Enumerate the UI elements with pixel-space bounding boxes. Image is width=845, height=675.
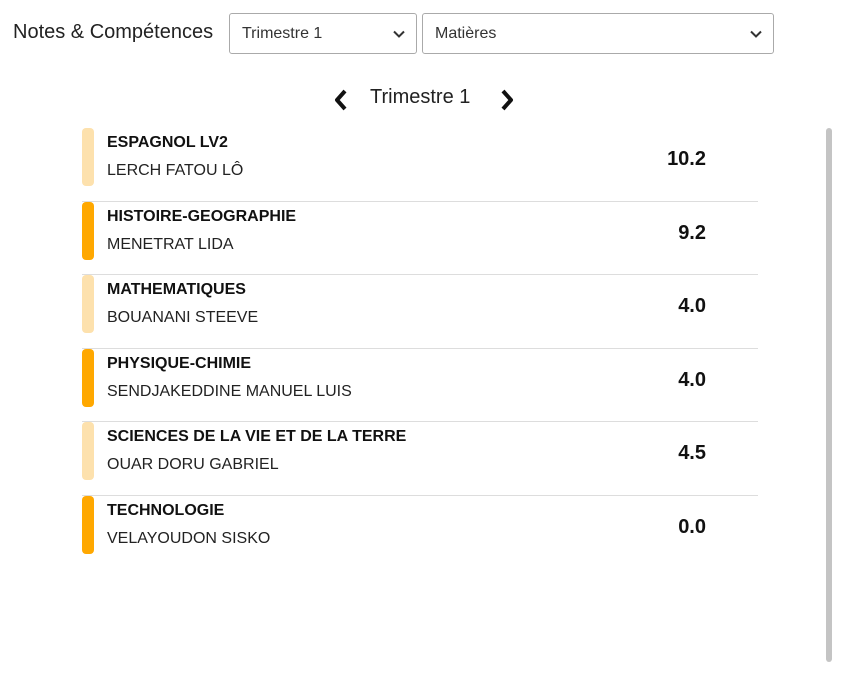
chevron-left-icon[interactable] [330, 86, 352, 114]
grade-color-bar [82, 201, 94, 260]
teacher-name: VELAYOUDON SISKO [107, 529, 271, 547]
grade-value: 10.2 [667, 148, 706, 170]
grade-value: 9.2 [678, 221, 706, 244]
grade-color-bar [82, 348, 94, 407]
period-select[interactable]: Trimestre 1 [229, 13, 417, 54]
grade-row[interactable]: PHYSIQUE-CHIMIE SENDJAKEDDINE MANUEL LUIS… [82, 348, 758, 422]
grade-row[interactable]: TECHNOLOGIE VELAYOUDON SISKO 0.0 [82, 495, 758, 569]
grade-value: 0.0 [678, 515, 706, 538]
grade-color-bar [82, 275, 94, 333]
grade-row[interactable]: MATHEMATIQUES BOUANANI STEEVE 4.0 [82, 275, 758, 349]
grade-row[interactable]: SCIENCES DE LA VIE ET DE LA TERRE OUAR DO… [82, 422, 758, 496]
teacher-name: LERCH FATOU LÔ [107, 162, 244, 179]
subject-select[interactable]: Matières [422, 13, 774, 54]
teacher-name: BOUANANI STEEVE [107, 309, 259, 326]
grade-color-bar [82, 128, 94, 186]
subject-name: SCIENCES DE LA VIE ET DE LA TERRE [107, 428, 407, 445]
grade-row[interactable]: ESPAGNOL LV2 LERCH FATOU LÔ 10.2 [82, 128, 758, 202]
period-navigator: Trimestre 1 [0, 82, 845, 118]
scrollbar[interactable] [826, 128, 832, 662]
chevron-down-icon [393, 30, 405, 38]
grade-value: 4.5 [678, 442, 706, 464]
chevron-down-icon [750, 30, 762, 38]
grade-value: 4.0 [678, 368, 706, 391]
grades-list: ESPAGNOL LV2 LERCH FATOU LÔ 10.2 HISTOIRE-G… [82, 128, 758, 568]
chevron-right-icon[interactable] [496, 86, 518, 114]
subject-name: HISTOIRE-GEOGRAPHIE [107, 207, 297, 225]
subject-name: ESPAGNOL LV2 [107, 134, 228, 151]
subject-name: PHYSIQUE-CHIMIE [107, 354, 252, 372]
teacher-name: MENETRAT LIDA [107, 235, 234, 253]
teacher-name: OUAR DORU GABRIEL [107, 456, 279, 473]
subject-name: TECHNOLOGIE [107, 501, 225, 519]
subject-name: MATHEMATIQUES [107, 281, 246, 298]
period-label: Trimestre 1 [370, 86, 471, 108]
grade-color-bar [82, 495, 94, 554]
subject-select-value: Matières [435, 24, 497, 42]
period-select-value: Trimestre 1 [242, 24, 323, 42]
grade-color-bar [82, 422, 94, 480]
grade-row[interactable]: HISTOIRE-GEOGRAPHIE MENETRAT LIDA 9.2 [82, 201, 758, 275]
teacher-name: SENDJAKEDDINE MANUEL LUIS [107, 382, 352, 400]
page-title: Notes & Compétences [13, 21, 214, 43]
header: Notes & Compétences Trimestre 1 Matières [0, 0, 845, 60]
grade-value: 4.0 [678, 295, 706, 317]
